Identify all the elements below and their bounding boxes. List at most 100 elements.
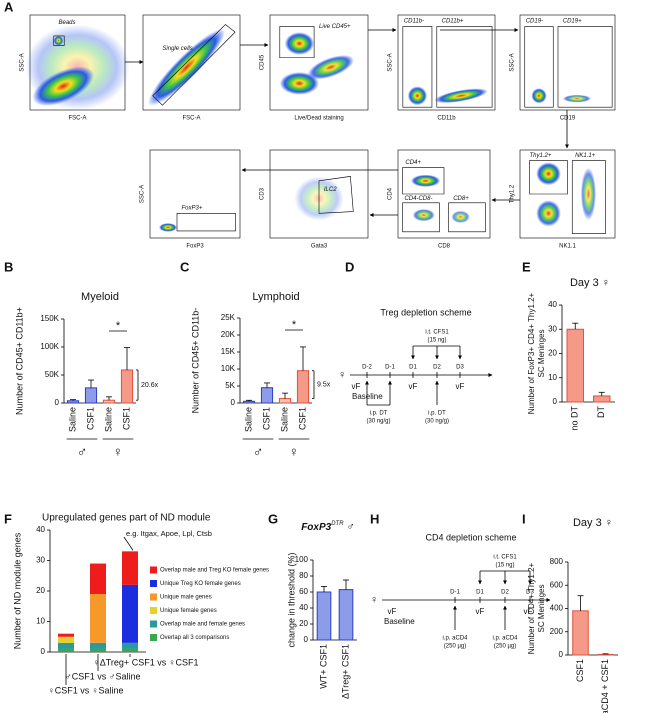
significance: * <box>292 319 297 331</box>
y-tick-label: 15K <box>221 347 236 356</box>
vf-label: vF <box>456 382 465 391</box>
x-tick-label: CSF1 <box>261 407 271 430</box>
bar <box>260 387 274 404</box>
x-tick-label: aCD4 + CSF1 <box>600 659 610 713</box>
y-tick-label: 80 <box>299 571 308 580</box>
y-tick-label: 100 <box>295 555 309 564</box>
bar-segment <box>90 642 106 649</box>
gate-label: CD4-CD8- <box>404 196 432 202</box>
bar <box>296 370 310 404</box>
bar <box>597 653 614 656</box>
x-tick-label: Saline <box>103 407 113 432</box>
x-axis-label: CD8 <box>438 244 451 250</box>
vf-label: vF <box>476 607 485 616</box>
injection: (15 ng) <box>427 338 446 344</box>
bar <box>102 399 116 404</box>
legend-swatch <box>150 634 157 641</box>
y-tick-label: 0 <box>231 398 236 407</box>
density <box>434 88 488 104</box>
bar-segment <box>58 633 74 637</box>
y-tick-label: 20 <box>299 619 308 628</box>
chart-title: Day 3 ♀ <box>570 277 610 289</box>
panel-label: F <box>4 511 12 526</box>
bar <box>66 400 80 404</box>
line <box>123 536 134 551</box>
y-tick-label: 400 <box>550 604 564 613</box>
treatment: (250 µg) <box>444 644 466 650</box>
day-label: D2 <box>501 590 509 596</box>
panel-label: C <box>180 259 190 274</box>
x-tick-label: ΔTreg+ CSF1 <box>340 644 350 699</box>
panel-label: H <box>370 511 379 526</box>
gate-label: ILC2 <box>324 187 337 193</box>
y-axis-label: SC Meninges <box>537 584 546 632</box>
legend-label: Overlap all 3 comparisons <box>160 635 229 641</box>
x-axis-label: CD11b <box>437 116 456 122</box>
gate <box>557 26 613 108</box>
density <box>53 35 64 46</box>
x-tick-label: DT <box>596 406 606 418</box>
legend-label: Overlap male and female genes <box>160 622 245 628</box>
treatment: i.p. DT <box>370 411 388 417</box>
y-tick-label: 600 <box>550 580 564 589</box>
treatment: (30 ng/g) <box>366 419 390 425</box>
chart-title: Day 3 ♀ <box>573 517 613 529</box>
bar <box>242 400 256 404</box>
bar <box>572 610 589 656</box>
x-tick-label: Saline <box>67 407 77 432</box>
legend-swatch <box>150 580 157 587</box>
density <box>451 210 470 224</box>
vf-label: vF <box>388 607 397 616</box>
gate-label: CD8+ <box>453 196 469 202</box>
y-axis-label: change in threshold (%) <box>286 552 296 647</box>
y-axis-label: CD4 <box>388 187 394 200</box>
bar-segment <box>122 648 138 652</box>
y-tick-label: 0 <box>41 647 46 656</box>
x-axis-label: Live/Dead staining <box>294 116 343 122</box>
density <box>562 94 592 103</box>
legend-label: Unique Treg KO female genes <box>160 581 241 587</box>
y-axis-label: CD3 <box>260 187 266 200</box>
treatment: i.p. aCD4 <box>492 636 518 642</box>
y-axis-label: Thy1.2 <box>510 184 516 203</box>
day-label: D-2 <box>362 365 372 371</box>
y-tick-label: 5K <box>225 381 235 390</box>
density <box>407 86 428 106</box>
density <box>410 174 441 187</box>
panel-label: B <box>4 259 13 274</box>
y-tick-label: 0 <box>55 398 60 407</box>
y-axis-label: SC Meninges <box>537 329 546 377</box>
x-tick-label: CSF1 <box>121 407 131 430</box>
baseline: Baseline <box>352 392 383 401</box>
density <box>536 162 561 186</box>
bar <box>84 387 98 404</box>
bar-segment <box>90 594 106 643</box>
day-label: D3 <box>526 590 534 596</box>
y-axis-label: SSC-A <box>388 53 394 71</box>
sex-symbol: ♀ <box>370 594 378 606</box>
x-tick-label: no DT <box>570 406 580 431</box>
y-axis-label: SSC-A <box>20 53 26 71</box>
x-tick-label: Saline <box>243 407 253 432</box>
gate <box>402 202 440 233</box>
x-axis-label: Gata3 <box>311 244 328 250</box>
x-tick-label: Saline <box>279 407 289 432</box>
chart-title: Lymphoid <box>252 291 299 303</box>
legend-swatch <box>150 607 157 614</box>
gate-label: CD4+ <box>405 160 421 166</box>
significance: * <box>116 320 121 332</box>
bar-segment <box>122 551 138 585</box>
x-tick-label: ♀ΔTreg+ CSF1 vs ♀CSF1 <box>93 657 198 667</box>
bar-segment <box>58 648 74 652</box>
y-tick-label: 0 <box>304 635 309 644</box>
y-tick-label: 800 <box>550 557 564 566</box>
y-tick-label: 40 <box>36 525 45 534</box>
injection: i.t. CFS1 <box>493 555 517 561</box>
y-tick-label: 50K <box>45 370 60 379</box>
treatment: (250 µg) <box>494 644 516 650</box>
gate-label: CD19- <box>526 18 543 24</box>
y-tick-label: 60 <box>299 587 308 596</box>
vf-label: vF <box>409 382 418 391</box>
density <box>580 167 597 221</box>
gate-label: Thy1.2+ <box>530 153 552 159</box>
